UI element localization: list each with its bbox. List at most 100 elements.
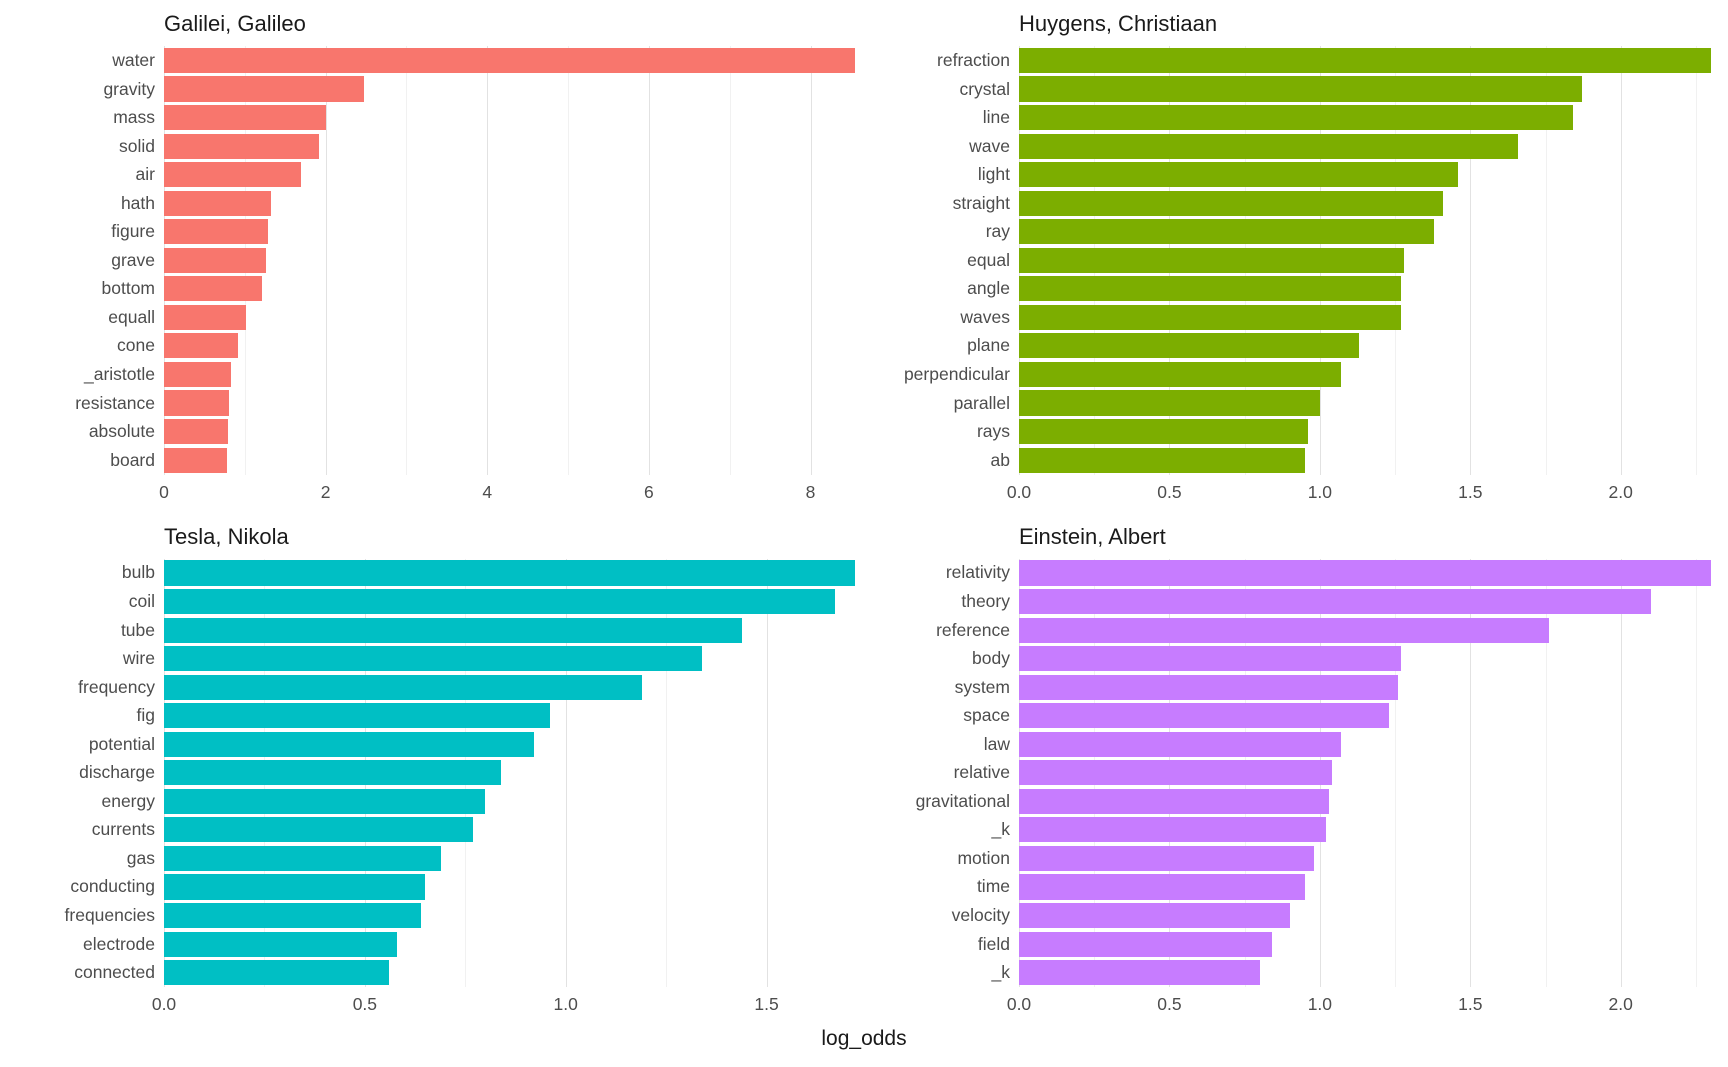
bar (164, 617, 743, 643)
bar (1019, 304, 1402, 330)
bar-row (164, 360, 859, 389)
bar (164, 361, 232, 388)
bar-row (164, 75, 859, 104)
bar (1019, 247, 1405, 273)
bar-row (164, 132, 859, 161)
chart-area: water gravity mass solid air hath figure grave b… (14, 46, 859, 475)
x-axis: 0 2 4 6 8 (14, 475, 859, 509)
category-label: time (976, 876, 1010, 897)
bar (1019, 361, 1341, 388)
axis-tick-label: 1.5 (1458, 481, 1483, 502)
category-labels: bulb coil tube wire frequency fig potential dis… (14, 559, 164, 987)
bar (1019, 190, 1444, 216)
bar-row (1019, 787, 1714, 816)
gridline-major (565, 558, 567, 987)
category-label: potential (88, 733, 155, 754)
bar-row (1019, 730, 1714, 759)
chart-area: bulb coil tube wire frequency fig potential dis… (14, 558, 859, 987)
bar-row (164, 389, 859, 418)
bar (164, 333, 238, 359)
category-label: _k (991, 962, 1010, 983)
gridline-major (1470, 558, 1472, 987)
axis-track: 0 2 4 6 8 (159, 475, 859, 509)
category-label: connected (74, 962, 155, 983)
category-label: absolute (88, 421, 155, 442)
bar (1019, 874, 1305, 900)
category-label: relativity (945, 562, 1010, 583)
category-label: ab (990, 449, 1010, 470)
category-label: cone (117, 335, 155, 356)
axis-tick-label: 1.0 (1307, 994, 1333, 1014)
gridline-major (1470, 46, 1472, 475)
bar (164, 674, 643, 700)
bar (164, 105, 326, 131)
bar (1019, 703, 1390, 729)
bar (164, 304, 246, 330)
gridline-major (1620, 558, 1622, 987)
gridline-minor (1545, 558, 1547, 987)
category-label: water (112, 49, 155, 70)
axis-spacer (869, 475, 1019, 509)
category-label: velocity (951, 905, 1010, 926)
facet-title: Einstein, Albert (1019, 523, 1166, 549)
category-label: wire (122, 648, 155, 669)
bar-row (164, 246, 859, 275)
x-axis: 0.0 0.5 1.0 1.5 (14, 987, 859, 1021)
category-label: system (954, 676, 1010, 697)
bar-row (1019, 930, 1714, 959)
category-label: hath (120, 192, 155, 213)
bar-row (1019, 103, 1714, 132)
bar-row (164, 816, 859, 845)
bar (164, 960, 389, 986)
bar-row (1019, 132, 1714, 161)
bar-row (1019, 217, 1714, 246)
category-label: _aristotle (83, 363, 155, 384)
bar (164, 447, 228, 473)
x-axis: 0.0 0.5 1.0 1.5 2.0 (869, 475, 1714, 509)
bar-row (1019, 816, 1714, 845)
bar (1019, 646, 1402, 672)
category-label: straight (952, 192, 1010, 213)
bar-row (1019, 275, 1714, 304)
bar (1019, 390, 1320, 416)
gridline-major (487, 46, 489, 475)
bar-rows (1019, 46, 1714, 474)
category-label: bottom (101, 278, 156, 299)
bar-row (1019, 587, 1714, 616)
category-label: theory (961, 591, 1010, 611)
category-label: equall (108, 306, 155, 327)
axis-track: 0.0 0.5 1.0 1.5 2.0 (1007, 987, 1714, 1021)
bar-row (164, 559, 859, 588)
bar (164, 902, 422, 929)
bar-row (1019, 389, 1714, 418)
facet-tesla-nikola: Tesla, Nikola bulb coil tube wire frequency f… (14, 519, 859, 1022)
bar-row (164, 701, 859, 730)
gridline-major (766, 558, 768, 987)
bar (164, 247, 266, 273)
axis-tick-label: 0.0 (1006, 481, 1032, 502)
bar-row (164, 844, 859, 873)
category-label: tube (120, 619, 155, 640)
bar (164, 703, 550, 729)
category-label: ray (985, 221, 1010, 242)
gridline-minor (1695, 558, 1697, 987)
bar-row (164, 332, 859, 361)
category-label: plane (967, 335, 1010, 356)
bar-row (164, 787, 859, 816)
x-axis-label: log_odds (821, 1027, 907, 1050)
bar (1019, 960, 1260, 986)
gridline-minor (1395, 558, 1397, 987)
axis-tick-label: 0.5 (1157, 994, 1182, 1014)
bar-row (164, 644, 859, 673)
bar (164, 788, 486, 814)
bar-row (164, 417, 859, 446)
gridline-major (1620, 46, 1622, 475)
bar-rows (1019, 559, 1714, 987)
bar (164, 845, 442, 871)
bar (1019, 931, 1272, 957)
axis-tick-label: 0 (159, 481, 169, 502)
bar-row (164, 446, 859, 475)
axis-tick-label: 0.5 (352, 994, 378, 1014)
bar-row (164, 189, 859, 218)
